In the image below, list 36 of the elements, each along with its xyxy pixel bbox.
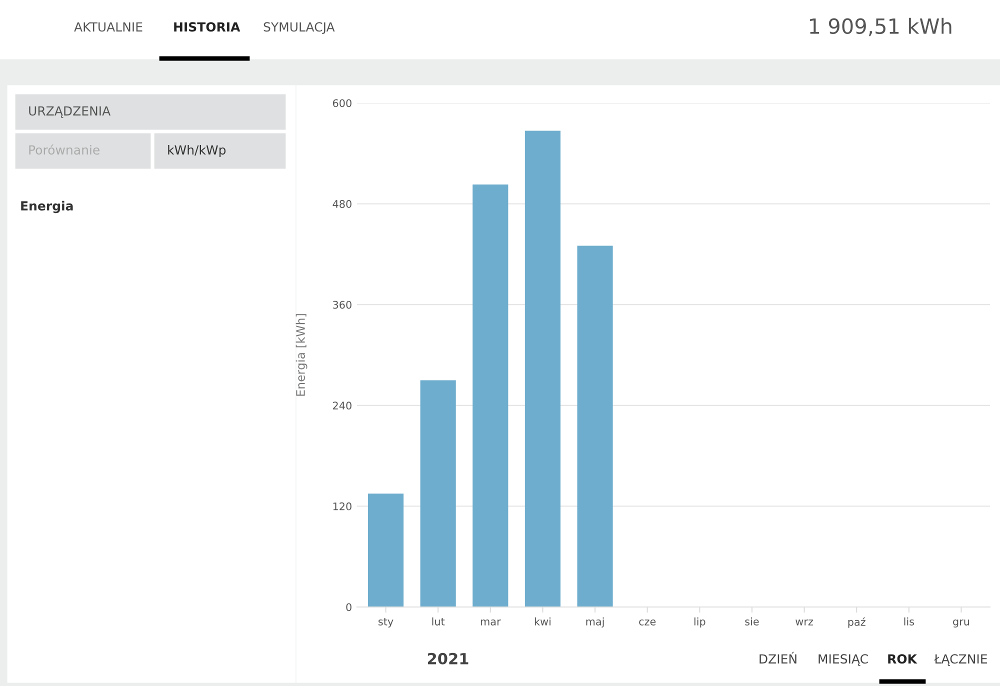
text: 2021 — [428, 652, 468, 664]
x-tick-label: paź — [848, 617, 866, 628]
y-tick-label: 360 — [333, 300, 352, 309]
x-tick-label: sie — [745, 617, 759, 626]
text: MIESIĄC — [818, 654, 868, 666]
y-axis-title: Energia [kWh] — [296, 314, 308, 396]
x-tick-label: cze — [639, 620, 656, 626]
x-tick-label: wrz — [796, 620, 813, 626]
text: URZĄDZENIA — [29, 106, 111, 118]
x-tick-label: lut — [432, 617, 445, 626]
y-tick-label: 0 — [346, 603, 352, 612]
text: kWh/kWp — [168, 144, 226, 158]
x-tick-label: gru — [953, 620, 970, 628]
y-tick-label: 240 — [333, 402, 352, 410]
y-tick-label: 480 — [332, 200, 352, 208]
bar — [524, 130, 560, 607]
text: HISTORIA — [174, 22, 240, 32]
x-tick-label: sty — [378, 618, 394, 628]
text: DZIEŃ — [760, 652, 796, 664]
x-tick-label: kwi — [534, 617, 550, 626]
text: AKTUALNIE — [74, 22, 142, 32]
text: ROK — [888, 654, 918, 664]
y-tick-label: 600 — [332, 99, 352, 108]
y-tick-label: 120 — [333, 502, 352, 510]
text: SYMULACJA — [264, 22, 335, 34]
bar — [472, 184, 508, 607]
x-tick-label: mar — [480, 620, 501, 626]
bar — [577, 246, 613, 607]
legend-title: Energia — [21, 200, 73, 214]
x-tick-label: lip — [694, 617, 706, 628]
x-tick-label: maj — [586, 617, 604, 628]
bar — [420, 380, 456, 607]
text: 1 909,51 kWh — [810, 18, 952, 36]
bar — [368, 494, 404, 607]
text: ŁĄCZNIE — [934, 654, 987, 666]
x-tick-label: lis — [904, 617, 914, 626]
